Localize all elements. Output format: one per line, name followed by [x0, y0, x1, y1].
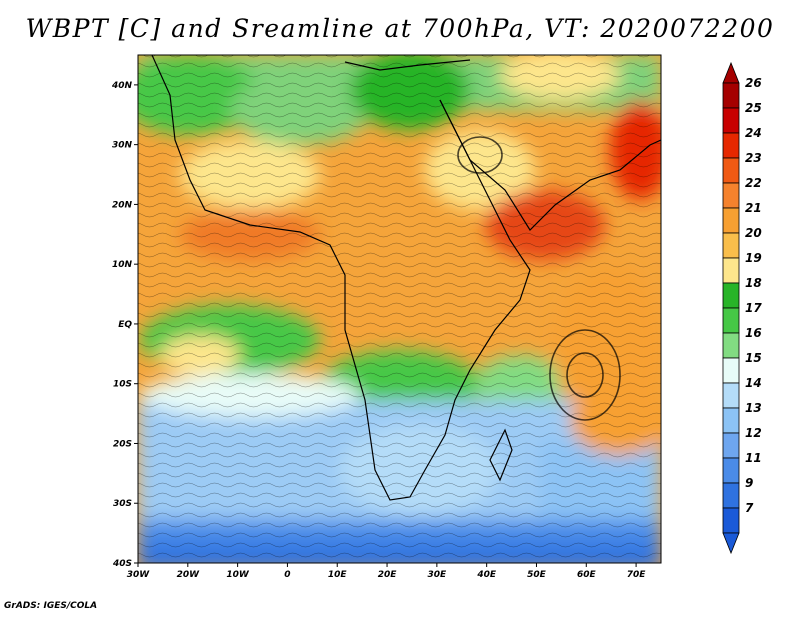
colorbar-label: 23 — [745, 151, 762, 165]
colorbar-swatch — [722, 382, 740, 409]
colorbar-label: 15 — [745, 351, 762, 365]
colorbar-label: 20 — [745, 226, 762, 240]
colorbar-label: 17 — [745, 301, 762, 315]
lat-tick-label: 10N — [112, 260, 133, 270]
colorbar-label: 12 — [745, 426, 762, 440]
lat-tick-label: 30N — [112, 141, 133, 151]
wbpt-field — [138, 55, 661, 563]
lat-tick-label: EQ — [118, 320, 132, 330]
lon-tick-label: 60E — [577, 570, 597, 580]
lon-tick-label: 0 — [284, 570, 290, 580]
colorbar-label: 26 — [745, 76, 762, 90]
latitude-axis: 40N 30N 20N 10N EQ 10S 20S 30S 40S — [111, 81, 138, 569]
lon-tick-label: 10E — [328, 570, 348, 580]
colorbar-label: 21 — [745, 201, 762, 215]
colorbar-swatch — [722, 282, 740, 309]
colorbar-label: 16 — [745, 326, 762, 340]
lon-tick-label: 50E — [527, 570, 547, 580]
lon-tick-label: 20W — [177, 570, 201, 580]
lat-tick-label: 40S — [112, 559, 132, 569]
colorbar-swatch — [722, 482, 740, 509]
lat-tick-label: 20S — [113, 439, 132, 449]
colorbar-swatch — [722, 182, 740, 209]
colorbar-swatch — [722, 457, 740, 484]
colorbar-swatch — [722, 132, 740, 159]
colorbar-swatch — [722, 307, 740, 334]
colorbar-swatch — [722, 107, 740, 134]
colorbar-label: 25 — [745, 101, 762, 115]
lon-tick-label: 40E — [476, 570, 497, 580]
lat-tick-label: 10S — [113, 380, 132, 390]
colorbar-top-arrow — [722, 61, 740, 84]
lat-tick-label: 40N — [111, 81, 133, 91]
colorbar-swatch — [722, 157, 740, 184]
lon-tick-label: 30W — [127, 570, 151, 580]
colorbar-label: 9 — [745, 476, 753, 490]
colorbar-label: 24 — [745, 126, 762, 140]
colorbar-swatch — [722, 207, 740, 234]
colorbar-swatch — [722, 82, 740, 109]
colorbar-swatch — [722, 232, 740, 259]
colorbar-label: 18 — [745, 276, 762, 290]
colorbar-label: 7 — [745, 501, 754, 515]
colorbar-label: 19 — [745, 251, 762, 265]
lon-tick-label: 20E — [378, 570, 398, 580]
lon-tick-label: 10W — [226, 570, 250, 580]
lon-tick-label: 30E — [428, 570, 448, 580]
colorbar-swatch — [722, 407, 740, 434]
colorbar-swatch — [722, 357, 740, 384]
colorbar-swatch — [722, 332, 740, 359]
colorbar-swatch — [722, 507, 740, 534]
colorbar: 26 25 24 23 22 21 20 19 18 17 16 15 14 13 12 11 9 7 — [722, 61, 762, 555]
lat-tick-label: 30S — [113, 499, 132, 509]
colorbar-label: 14 — [745, 376, 762, 390]
lat-tick-label: 20N — [112, 200, 133, 210]
colorbar-label: 13 — [745, 401, 762, 415]
colorbar-label: 11 — [745, 451, 762, 465]
map-frame — [137, 54, 662, 564]
colorbar-swatch — [722, 432, 740, 459]
longitude-axis: 30W 20W 10W 0 10E 20E 30E 40E 50E 60E 70E — [127, 563, 647, 580]
colorbar-swatch — [722, 257, 740, 284]
lon-tick-label: 70E — [627, 570, 647, 580]
grads-credit: GrADS: IGES/COLA — [4, 601, 98, 611]
colorbar-label: 22 — [745, 176, 762, 190]
chart-title: WBPT [C] and Sreamline at 700hPa, VT: 20… — [25, 14, 775, 43]
colorbar-bottom-arrow — [722, 532, 740, 555]
